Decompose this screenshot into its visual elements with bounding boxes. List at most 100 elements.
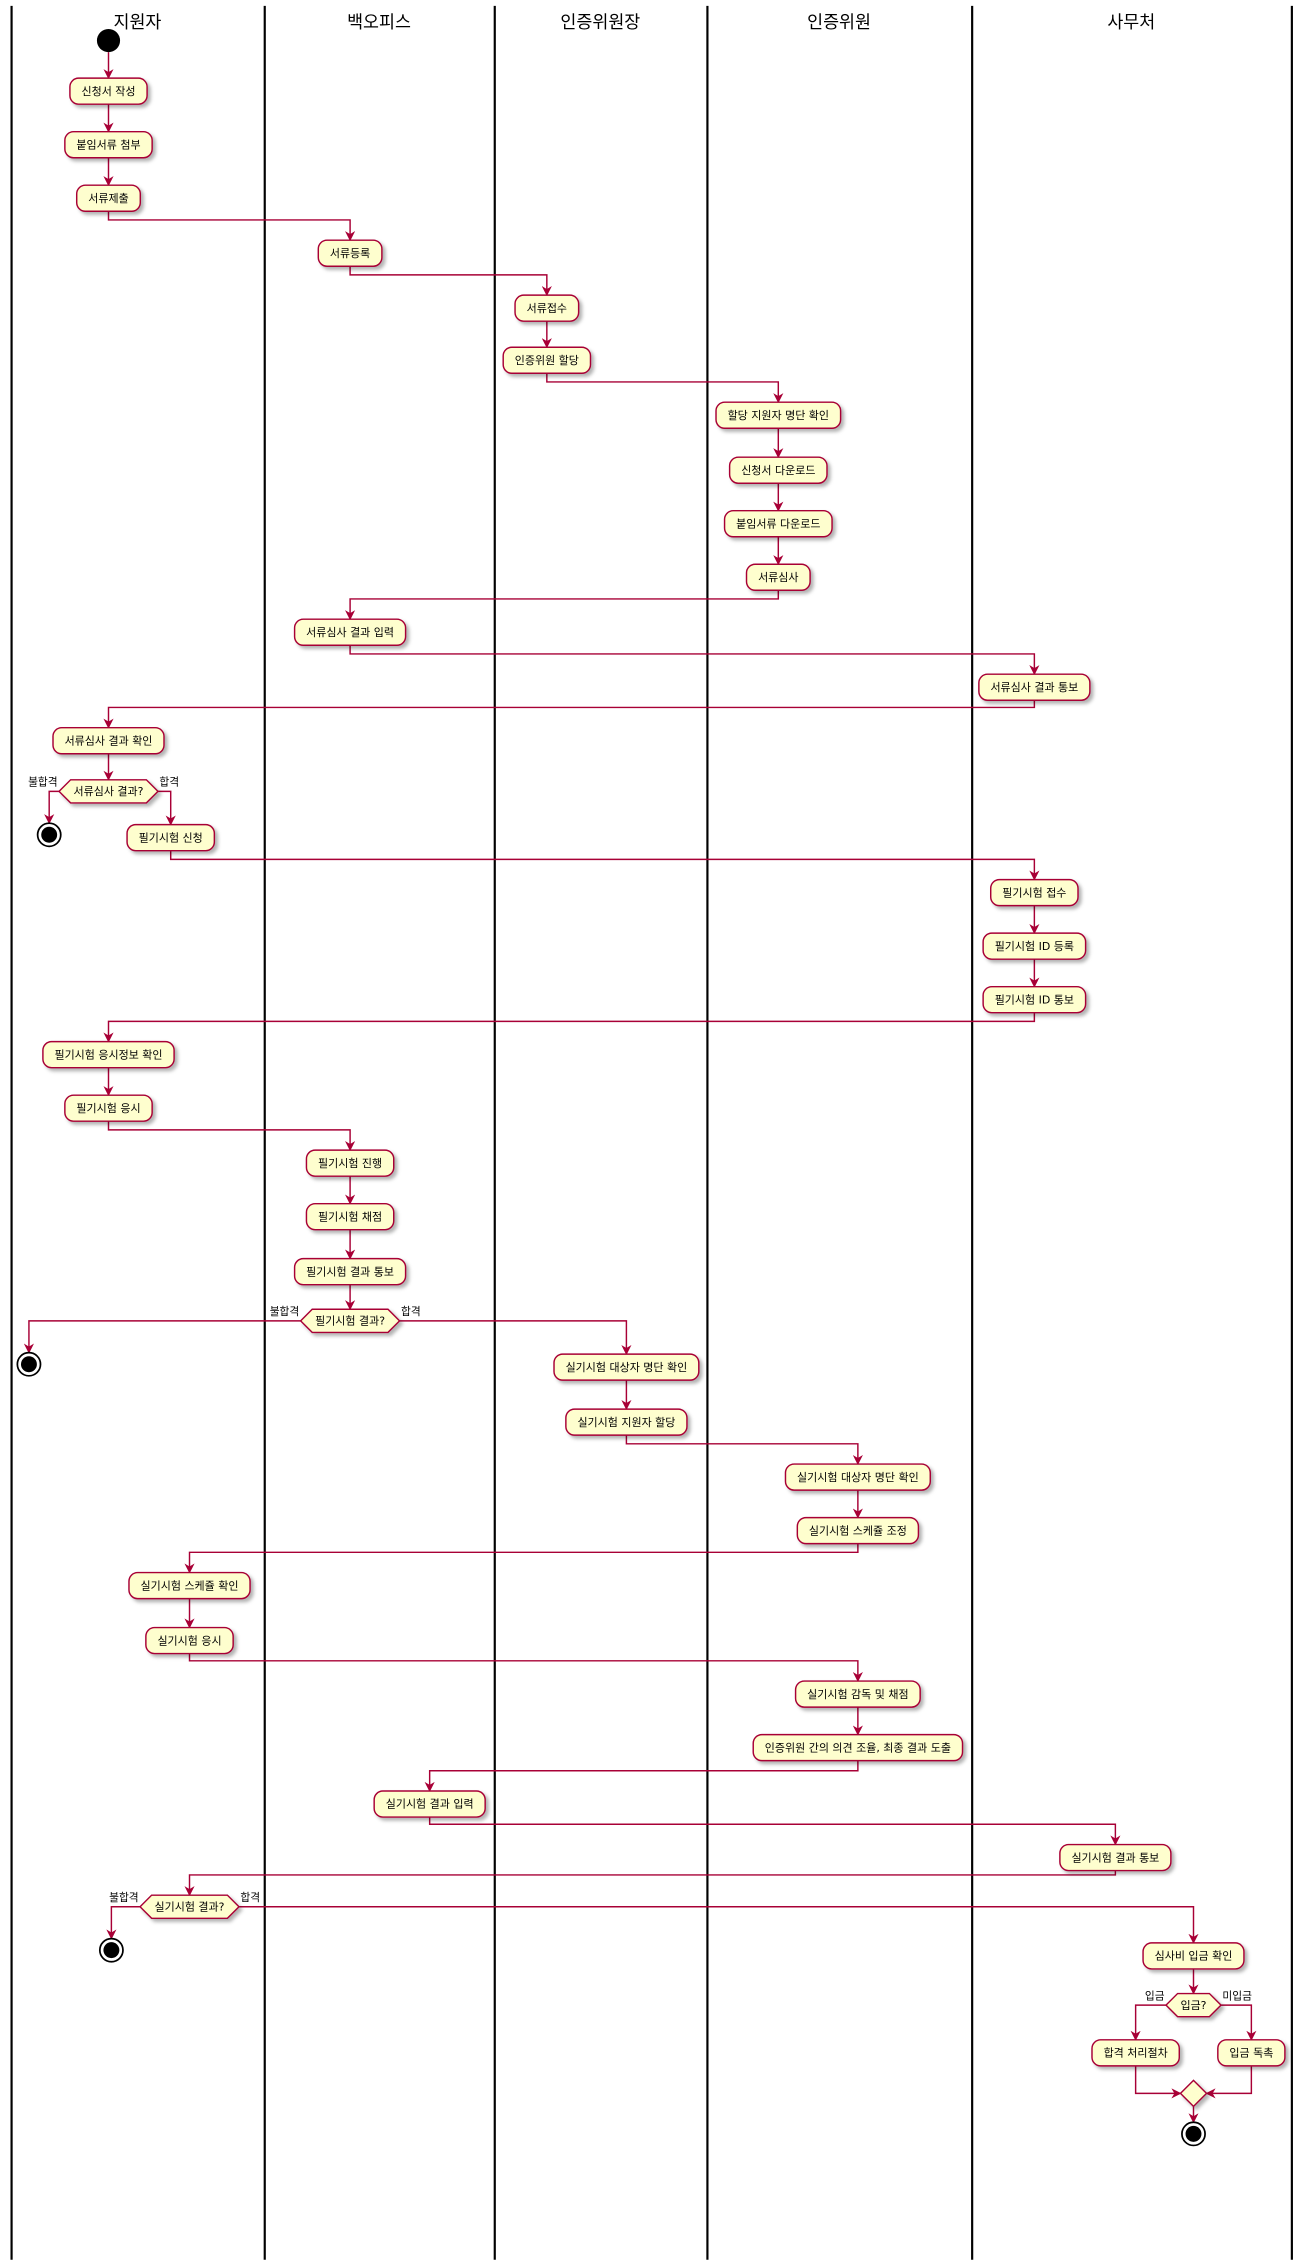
activity-label: 서류접수 (527, 302, 567, 315)
activity-label: 필기시험 진행 (318, 1157, 382, 1170)
arrow (103, 1012, 1036, 1043)
arrow (103, 700, 1036, 729)
arrow (188, 1653, 863, 1683)
activity-label: 실기시험 스케쥴 조정 (809, 1524, 907, 1537)
activity-label: 실기시험 응시 (157, 1634, 221, 1647)
activity-label: 인증위원 할당 (515, 354, 579, 367)
activity-label: 실기시험 감독 및 채점 (807, 1688, 908, 1701)
activity-box (1217, 2039, 1286, 2067)
activity-box (752, 1733, 964, 1762)
activity-box (1059, 1843, 1172, 1872)
decision-label: 서류심사 결과? (74, 785, 144, 798)
activity-box (784, 1463, 931, 1491)
activity-label: 심사비 입금 확인 (1155, 1950, 1233, 1963)
branch-label: 불합격 (28, 776, 57, 789)
activity-box (1142, 1942, 1245, 1970)
activity-box (305, 1202, 395, 1231)
activity-box (145, 1626, 234, 1655)
activity-label: 붙임서류 첨부 (76, 138, 140, 151)
activity-label: 필기시험 ID 등록 (995, 940, 1074, 953)
decision-label: 입금? (1180, 1999, 1206, 2012)
lane-lines (10, 5, 1293, 2260)
activity-label: 실기시험 결과 통보 (1071, 1851, 1159, 1864)
activity-label: 서류심사 결과 통보 (990, 681, 1078, 694)
branch-label: 합격 (240, 1891, 260, 1904)
activity-label: 필기시험 응시 (76, 1102, 140, 1115)
branch-label: 불합격 (270, 1305, 300, 1318)
edges (23, 52, 1257, 2124)
decision (1164, 1992, 1223, 2018)
arrow (106, 1906, 141, 1940)
activity-label: 서류심사 (758, 571, 798, 584)
decision-label: 필기시험 결과? (315, 1315, 385, 1328)
activity-box (723, 509, 833, 538)
activity-label: 붙임서류 다운로드 (736, 517, 820, 530)
activity-box (989, 878, 1079, 907)
activity-box (796, 1516, 920, 1545)
merge (1179, 2079, 1208, 2108)
end-inner (20, 1356, 37, 1373)
branch-label: 불합격 (109, 1891, 139, 1904)
activity-box (514, 294, 580, 322)
activity-box (553, 1353, 700, 1381)
activity-box (373, 1790, 486, 1818)
activity-box (715, 401, 842, 429)
arrow (428, 1817, 1121, 1846)
activity-label: 입금 독촉 (1229, 2047, 1273, 2060)
activity-label: 실기시험 지원자 할당 (577, 1416, 675, 1429)
arrow (44, 790, 60, 825)
activity-label: 서류심사 결과 확인 (65, 734, 153, 747)
end-inner (1185, 2125, 1202, 2142)
activity-label: 필기시험 응시정보 확인 (54, 1048, 162, 1061)
arrow (424, 1760, 859, 1793)
activity-label: 실기시험 대상자 명단 확인 (566, 1361, 688, 1374)
activity-label: 필기시험 결과 통보 (306, 1265, 394, 1278)
start (96, 28, 121, 53)
branch-label: 합격 (401, 1305, 421, 1318)
arrow (169, 850, 1040, 881)
activity-box (978, 673, 1091, 701)
activity-box (75, 184, 142, 212)
activity-label: 실기시험 결과 입력 (386, 1798, 474, 1811)
activity-box (69, 77, 148, 105)
activity-label: 필기시험 ID 통보 (995, 993, 1074, 1006)
decision (299, 1308, 401, 1334)
activity-label: 합격 처리절차 (1104, 2047, 1168, 2060)
activity-box (305, 1149, 395, 1177)
arrow (1130, 2004, 1167, 2041)
activity-label: 신청서 다운로드 (741, 464, 815, 477)
arrow (1220, 2004, 1257, 2041)
arrow (23, 1320, 301, 1354)
lane-title: 백오피스 (347, 13, 411, 33)
activity-label: 필기시험 신청 (139, 831, 203, 844)
activity-box (128, 1571, 251, 1600)
activity-label: 서류등록 (330, 247, 370, 260)
activity-box (1091, 2039, 1181, 2067)
activity-box (565, 1408, 688, 1436)
activity-label: 인증위원 간의 의견 조율, 최종 결과 도출 (765, 1741, 951, 1754)
activity-label: 신청서 작성 (81, 85, 135, 98)
arrow (184, 1543, 859, 1574)
activity-box (42, 1040, 175, 1069)
activity-label: 필기시험 채점 (318, 1210, 382, 1223)
activity-box (745, 563, 811, 592)
activity-label: 실기시험 대상자 명단 확인 (797, 1471, 919, 1484)
decision (139, 1894, 240, 1920)
arrow (345, 590, 780, 621)
end-inner (103, 1942, 120, 1959)
activity-box (64, 130, 153, 159)
activity-label: 실기시험 스케쥴 확인 (141, 1579, 239, 1592)
lane-title: 인증위원 (807, 13, 871, 33)
lane-title: 사무처 (1107, 13, 1155, 33)
branch-label: 합격 (159, 776, 179, 789)
branch-label: 미입금 (1222, 1989, 1252, 2002)
activity-box (728, 456, 828, 484)
arrow (349, 266, 552, 297)
activity-label: 서류심사 결과 입력 (306, 626, 394, 639)
activity-box (317, 239, 383, 267)
activity-label: 할당 지원자 명단 확인 (728, 409, 829, 422)
branch-label: 입금 (1145, 1989, 1165, 2002)
decision (58, 779, 159, 804)
